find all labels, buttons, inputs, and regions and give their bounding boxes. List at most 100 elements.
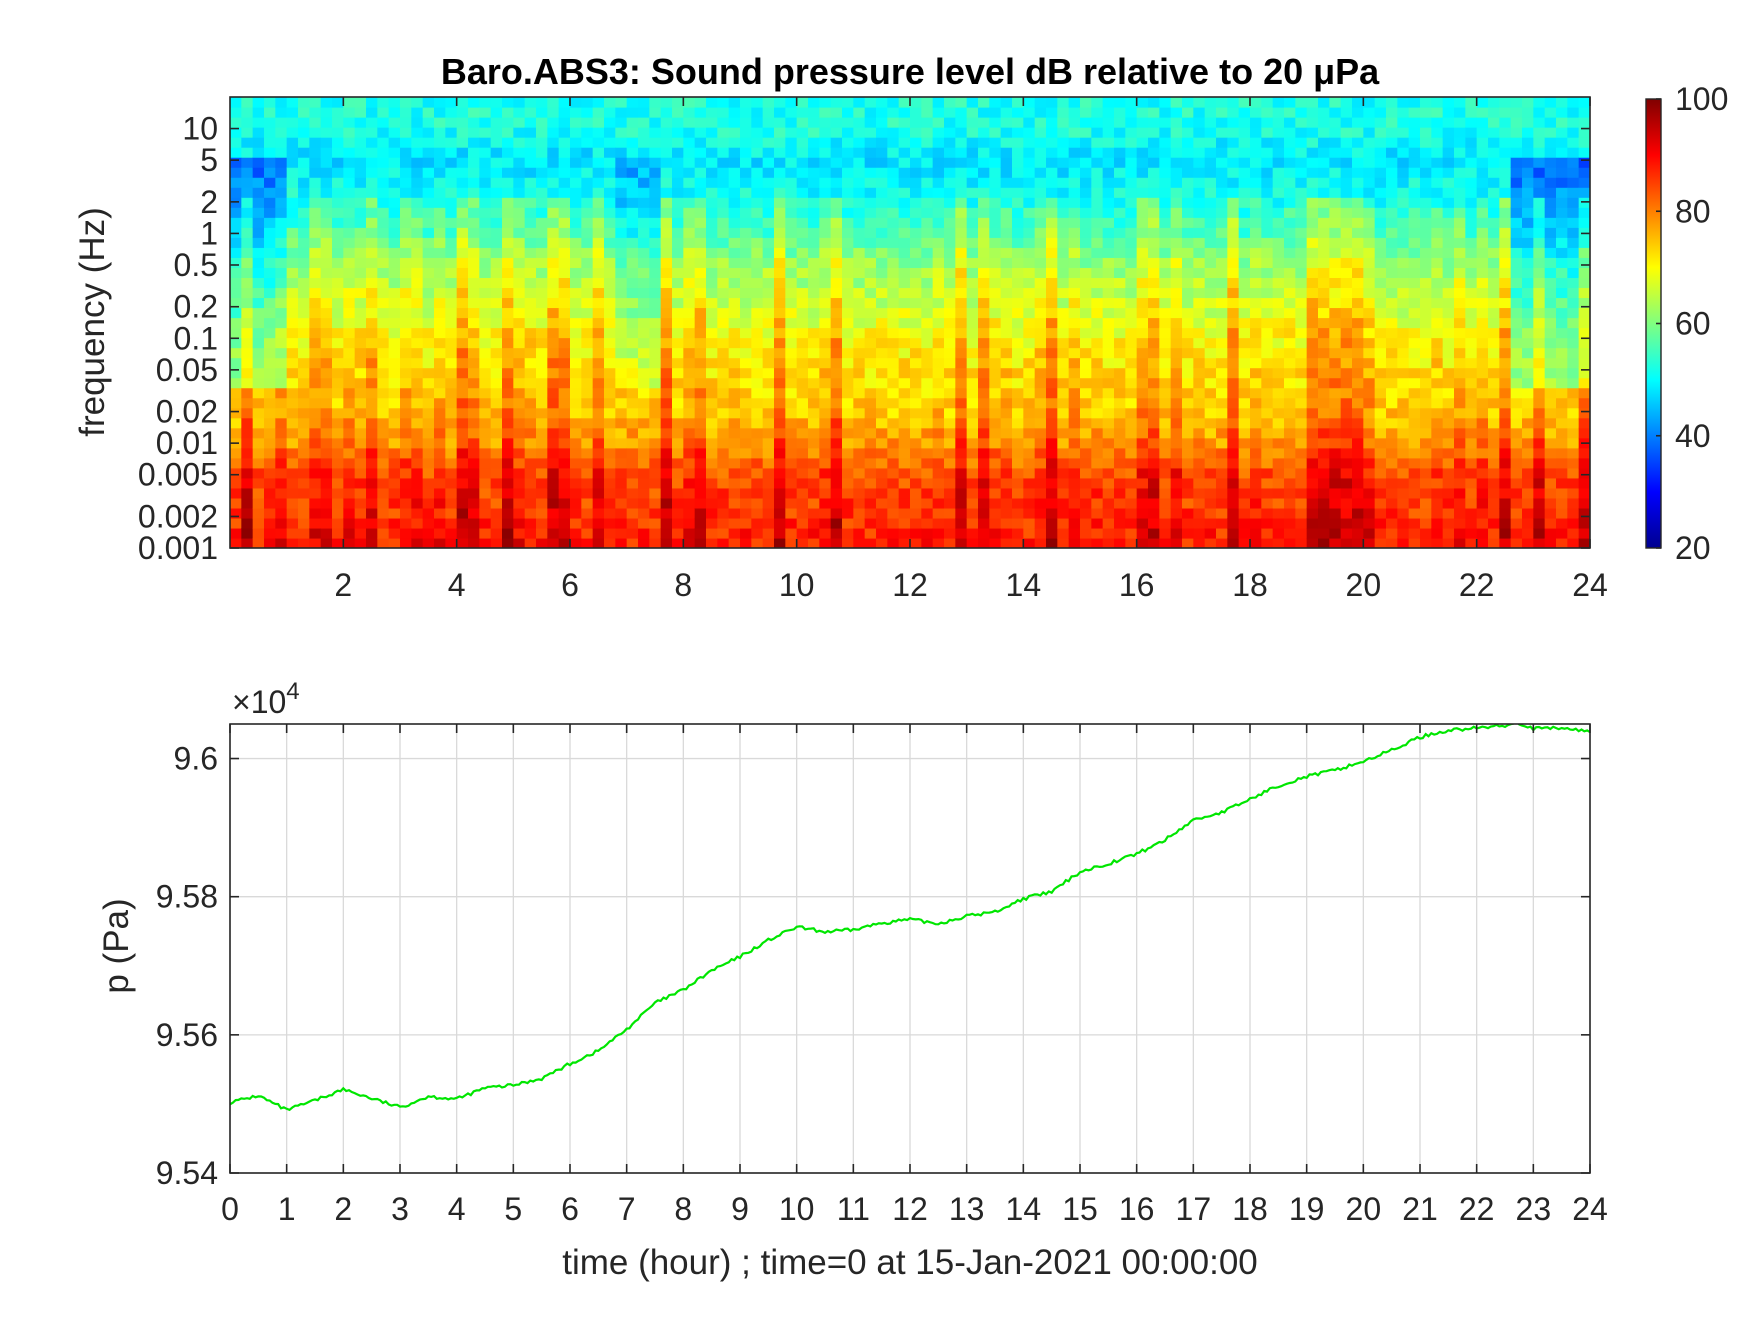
heatmap-cell bbox=[967, 127, 979, 138]
heatmap-cell bbox=[1420, 127, 1432, 138]
heatmap-cell bbox=[695, 448, 707, 459]
heatmap-cell bbox=[264, 277, 276, 288]
heatmap-cell bbox=[1148, 197, 1160, 208]
heatmap-cell bbox=[559, 257, 571, 268]
heatmap-cell bbox=[944, 167, 956, 178]
heatmap-cell bbox=[298, 428, 310, 439]
heatmap-cell bbox=[1273, 478, 1285, 489]
heatmap-cell bbox=[1182, 448, 1194, 459]
heatmap-cell bbox=[377, 428, 389, 439]
heatmap-cell bbox=[366, 157, 378, 168]
heatmap-cell bbox=[1182, 247, 1194, 258]
heatmap-cell bbox=[1080, 257, 1092, 268]
heatmap-cell bbox=[1273, 388, 1285, 399]
heatmap-cell bbox=[1250, 518, 1262, 529]
heatmap-cell bbox=[389, 247, 401, 258]
heatmap-cell bbox=[400, 137, 412, 148]
heatmap-cell bbox=[1409, 538, 1421, 549]
heatmap-cell bbox=[1409, 177, 1421, 188]
heatmap-cell bbox=[1159, 498, 1171, 509]
heatmap-cell bbox=[253, 107, 265, 118]
heatmap-cell bbox=[1171, 348, 1183, 359]
heatmap-cell bbox=[1341, 468, 1353, 479]
heatmap-cell bbox=[1295, 197, 1307, 208]
heatmap-cell bbox=[865, 358, 877, 369]
heatmap-cell bbox=[321, 458, 333, 469]
heatmap-cell bbox=[695, 378, 707, 389]
heatmap-cell bbox=[740, 317, 752, 328]
heatmap-cell bbox=[570, 187, 582, 198]
heatmap-cell bbox=[627, 358, 639, 369]
heatmap-cell bbox=[593, 167, 605, 178]
heatmap-cell bbox=[740, 468, 752, 479]
heatmap-cell bbox=[1454, 518, 1466, 529]
heatmap-cell bbox=[513, 287, 525, 298]
heatmap-cell bbox=[434, 157, 446, 168]
heatmap-cell bbox=[921, 328, 933, 339]
heatmap-cell bbox=[729, 398, 741, 409]
heatmap-cell bbox=[298, 358, 310, 369]
heatmap-cell bbox=[366, 97, 378, 108]
heatmap-cell bbox=[287, 518, 299, 529]
heatmap-cell bbox=[695, 398, 707, 409]
heatmap-cell bbox=[831, 488, 843, 499]
heatmap-cell bbox=[1125, 107, 1137, 118]
heatmap-cell bbox=[899, 307, 911, 318]
heatmap-cell bbox=[763, 418, 775, 429]
heatmap-cell bbox=[513, 217, 525, 228]
heatmap-cell bbox=[865, 328, 877, 339]
heatmap-cell bbox=[604, 458, 616, 469]
heatmap-cell bbox=[581, 167, 593, 178]
heatmap-cell bbox=[740, 328, 752, 339]
heatmap-cell bbox=[389, 428, 401, 439]
heatmap-cell bbox=[479, 307, 491, 318]
heatmap-cell bbox=[1012, 478, 1024, 489]
heatmap-cell bbox=[649, 97, 661, 108]
heatmap-cell bbox=[1386, 348, 1398, 359]
heatmap-cell bbox=[321, 217, 333, 228]
heatmap-cell bbox=[1329, 237, 1341, 248]
heatmap-cell bbox=[513, 207, 525, 218]
heatmap-cell bbox=[1091, 167, 1103, 178]
heatmap-cell bbox=[1409, 147, 1421, 158]
heatmap-cell bbox=[876, 358, 888, 369]
heatmap-cell bbox=[1046, 117, 1058, 128]
heatmap-cell bbox=[967, 247, 979, 258]
heatmap-cell bbox=[547, 408, 559, 419]
heatmap-cell bbox=[491, 287, 503, 298]
heatmap-cell bbox=[525, 488, 537, 499]
heatmap-cell bbox=[1114, 498, 1126, 509]
heatmap-cell bbox=[604, 438, 616, 449]
heatmap-cell bbox=[593, 227, 605, 238]
heatmap-cell bbox=[649, 438, 661, 449]
heatmap-cell bbox=[751, 207, 763, 218]
heatmap-cell bbox=[253, 538, 265, 549]
heatmap-cell bbox=[1159, 508, 1171, 519]
heatmap-cell bbox=[1227, 197, 1239, 208]
heatmap-cell bbox=[1193, 167, 1205, 178]
heatmap-cell bbox=[1318, 428, 1330, 439]
heatmap-cell bbox=[1069, 297, 1081, 308]
heatmap-cell bbox=[604, 117, 616, 128]
heatmap-cell bbox=[955, 348, 967, 359]
heatmap-cell bbox=[1239, 438, 1251, 449]
heatmap-cell bbox=[740, 518, 752, 529]
heatmap-cell bbox=[287, 328, 299, 339]
heatmap-cell bbox=[423, 488, 435, 499]
heatmap-cell bbox=[740, 107, 752, 118]
heatmap-cell bbox=[1318, 488, 1330, 499]
heatmap-cell bbox=[468, 538, 480, 549]
heatmap-cell bbox=[1125, 207, 1137, 218]
heatmap-cell bbox=[683, 207, 695, 218]
heatmap-cell bbox=[411, 488, 423, 499]
heatmap-cell bbox=[1193, 328, 1205, 339]
heatmap-cell bbox=[1182, 498, 1194, 509]
heatmap-cell bbox=[1001, 328, 1013, 339]
heatmap-cell bbox=[1329, 197, 1341, 208]
heatmap-cell bbox=[1080, 478, 1092, 489]
heatmap-cell bbox=[989, 388, 1001, 399]
heatmap-cell bbox=[547, 458, 559, 469]
heatmap-cell bbox=[298, 317, 310, 328]
heatmap-cell bbox=[1465, 438, 1477, 449]
heatmap-cell bbox=[989, 378, 1001, 389]
